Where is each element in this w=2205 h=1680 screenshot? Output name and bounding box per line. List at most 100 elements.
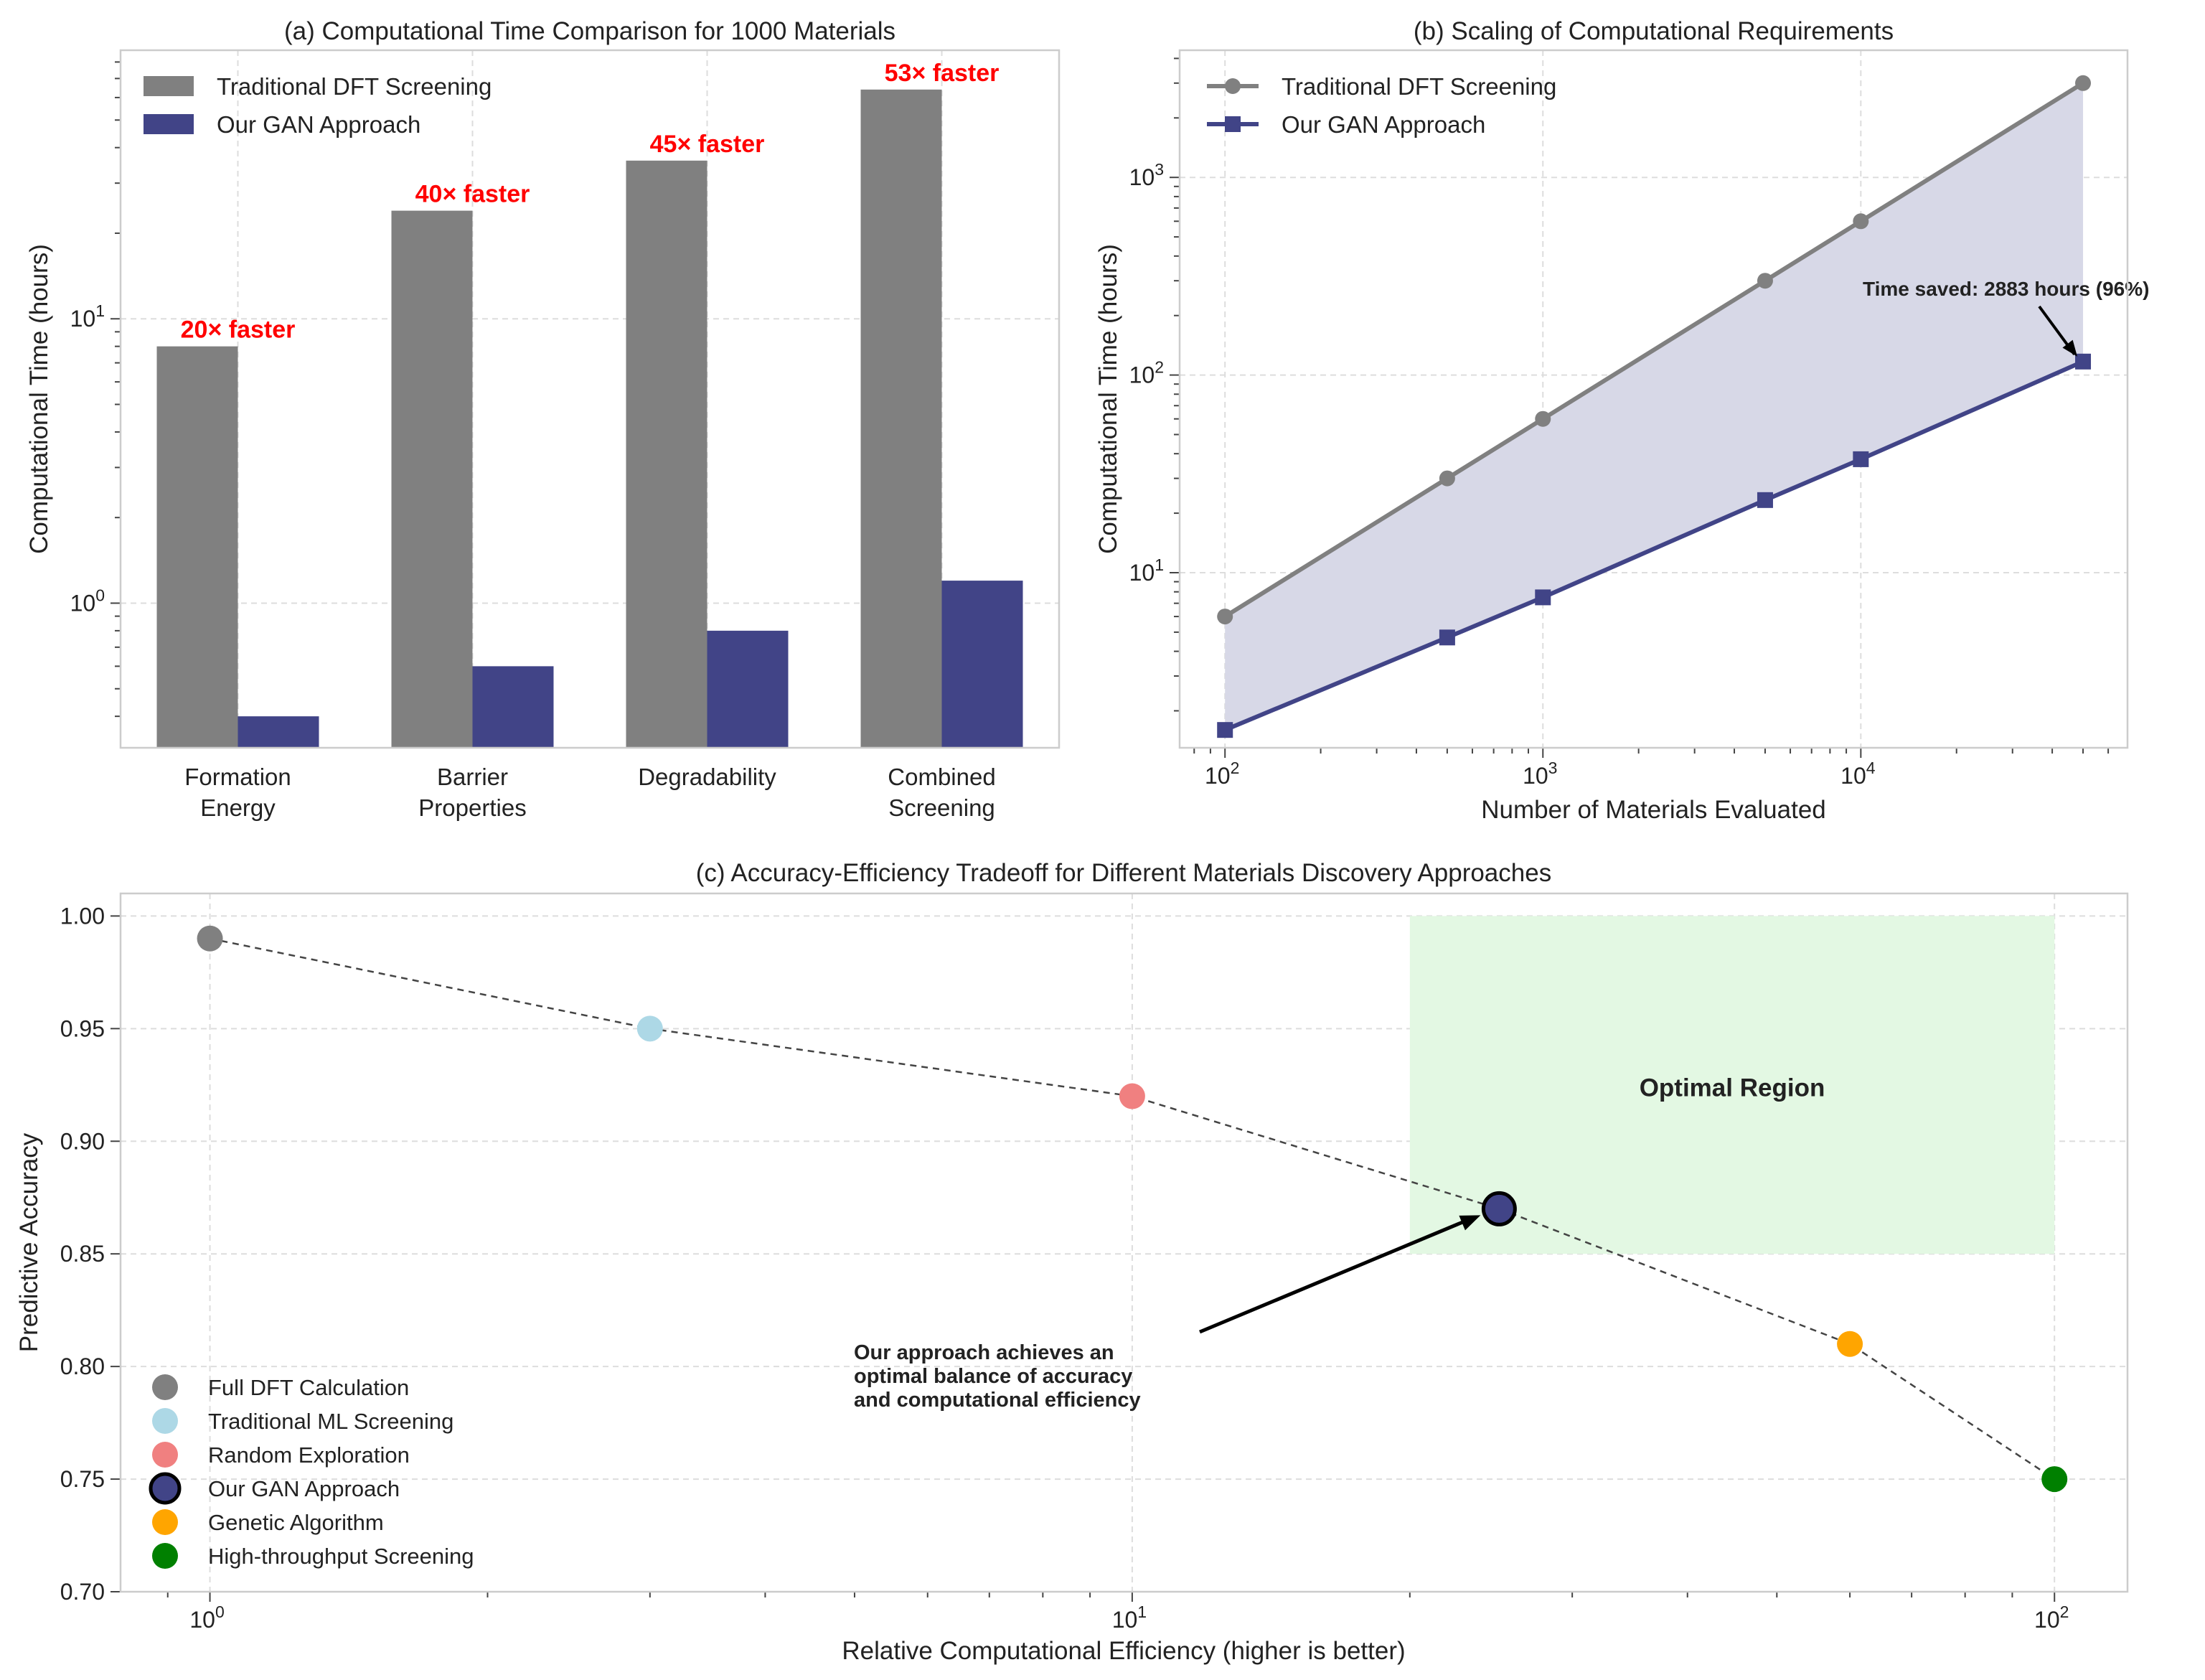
c-y-tick-label-2: 0.80 [60,1353,105,1379]
b-x-axis-label: Number of Materials Evaluated [1481,796,1826,824]
a-bar-dft-3 [860,89,942,748]
b-line-gan [1224,360,2084,732]
c-point-2 [1119,1083,1145,1109]
b-y-tick-label-0-base: 10 [1129,560,1155,586]
c-annotation-arrowhead [1459,1215,1481,1231]
b-point-gan-5 [2075,353,2092,370]
c-point-3 [1481,1191,1517,1226]
c-y-tick-label-6: 1.00 [60,903,105,929]
c-trend-line [210,937,2055,1480]
b-title: (b) Scaling of Computational Requirement… [1414,17,1894,45]
a-y-tick-label-0-exponent: 0 [95,586,105,604]
c-legend-label-0: Full DFT Calculation [208,1375,409,1400]
c-x-tick-label-2-base: 10 [2034,1607,2060,1633]
b-point-dft-3 [1757,273,1773,289]
c-x-tick-label-2: 102 [2034,1602,2069,1633]
b-x-tick-label-2-exponent: 4 [1866,759,1876,777]
a-x-tick-label-1-0: Barrier [437,764,508,790]
c-x-tick-label-0-exponent: 0 [215,1602,225,1621]
a-bar-dft-2 [626,160,707,749]
a-x-tick-label-3-0: Combined [888,764,995,790]
c-x-tick-label-1: 101 [1112,1602,1147,1633]
c-optimal-region-label: Optimal Region [1640,1074,1825,1102]
a-legend-label-1: Our GAN Approach [217,111,420,138]
c-y-tick-label-0: 0.70 [60,1579,105,1605]
c-legend-label-1: Traditional ML Screening [208,1409,453,1434]
c-title: (c) Accuracy-Efficiency Tradeoff for Dif… [696,859,1551,887]
c-legend-marker-5 [152,1543,178,1569]
b-x-tick-label-0: 102 [1205,759,1239,789]
c-y-tick-label-5: 0.95 [60,1015,105,1041]
a-axes-frame [119,49,1061,749]
b-axes-frame [1178,49,2129,749]
a-speedup-label-3: 53× faster [885,60,1000,87]
c-legend-marker-4 [152,1509,178,1535]
b-x-tick-label-1-exponent: 3 [1548,759,1558,777]
a-y-tick-label-1: 101 [70,301,105,332]
a-bar-gan-1 [472,666,554,748]
b-y-tick-label-2-exponent: 3 [1155,160,1164,179]
chart-c-accuracy-efficiency-tradeoff: 100 101 1020.700.750.800.850.900.951.00Opt… [15,859,2129,1665]
a-bar-gan-0 [238,716,319,748]
a-bar-dft-0 [156,346,238,748]
c-point-0 [197,925,223,952]
a-y-tick-label-0: 100 [70,586,105,616]
c-legend-marker-3 [149,1472,182,1505]
c-x-tick-label-1-exponent: 1 [1137,1602,1147,1621]
b-y-tick-label-2: 103 [1129,160,1164,190]
b-y-tick-label-0-exponent: 1 [1155,555,1164,574]
a-y-axis-label: Computational Time (hours) [25,244,53,554]
a-bar-gan-2 [707,630,789,748]
a-legend-label-0: Traditional DFT Screening [217,73,492,100]
b-point-gan-3 [1757,492,1773,508]
b-point-dft-0 [1217,609,1233,625]
a-speedup-label-2: 45× faster [650,131,765,158]
c-x-axis-label: Relative Computational Efficiency (highe… [842,1637,1405,1665]
b-point-gan-1 [1439,629,1455,646]
a-x-tick-label-0-0: Formation [184,764,291,790]
a-x-tick-label-1-1: Properties [418,794,526,821]
b-x-tick-label-0-base: 10 [1205,763,1231,789]
b-line-dft [1223,81,2084,619]
c-point-4 [1837,1331,1863,1357]
a-x-tick-label-2-0: Degradability [638,764,776,790]
b-point-dft-5 [2075,75,2092,91]
c-x-tick-label-2-exponent: 2 [2060,1602,2069,1621]
a-x-tick-label-3-1: Screening [888,794,995,821]
c-x-tick-label-0: 100 [189,1602,224,1633]
c-annotation-text-2: and computational efficiency [854,1389,1141,1412]
c-optimal-region [1409,916,2055,1254]
b-x-tick-label-1: 103 [1523,759,1557,789]
c-point-1 [636,1015,663,1042]
b-legend-label-0: Traditional DFT Screening [1282,73,1556,100]
b-point-dft-1 [1439,470,1455,487]
c-y-tick-label-1: 0.75 [60,1466,105,1492]
b-y-tick-label-1-exponent: 2 [1155,358,1164,377]
b-y-tick-label-1-base: 10 [1129,362,1155,388]
c-legend-label-2: Random Exploration [208,1442,410,1468]
c-point-5 [2041,1466,2068,1493]
b-x-tick-label-2: 104 [1840,759,1876,789]
b-legend-marker-1 [1225,116,1241,132]
c-y-axis-label: Predictive Accuracy [15,1132,43,1352]
c-x-tick-label-0-base: 10 [189,1607,215,1633]
a-y-tick-label-0-base: 10 [70,590,96,616]
c-y-tick-label-4: 0.90 [60,1128,105,1154]
b-point-dft-4 [1853,213,1869,230]
c-legend-label-5: High-throughput Screening [208,1544,474,1569]
b-x-tick-label-1-base: 10 [1523,763,1548,789]
c-annotation-text-0: Our approach achieves an [854,1341,1114,1364]
b-time-saved-fill [1225,83,2084,731]
c-legend-marker-1 [152,1408,178,1434]
b-point-gan-2 [1535,589,1551,606]
c-legend-label-4: Genetic Algorithm [208,1510,384,1535]
b-legend-marker-0 [1225,78,1241,94]
b-y-tick-label-1: 102 [1129,358,1164,388]
b-y-tick-label-2-base: 10 [1129,164,1155,190]
b-annotation-arrowhead [2062,339,2078,357]
a-y-tick-label-1-base: 10 [70,306,96,332]
a-bar-dft-1 [391,210,473,748]
b-point-gan-4 [1853,451,1869,467]
